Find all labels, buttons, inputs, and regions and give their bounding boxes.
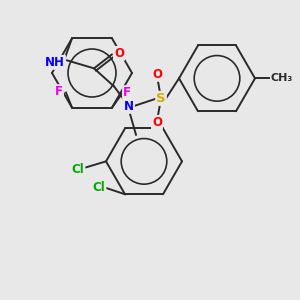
Text: F: F	[123, 86, 131, 99]
Text: NH: NH	[45, 56, 65, 69]
Text: S: S	[156, 92, 166, 105]
Text: O: O	[152, 116, 162, 129]
Text: N: N	[124, 100, 134, 113]
Text: CH₃: CH₃	[271, 74, 293, 83]
Text: Cl: Cl	[72, 163, 84, 176]
Text: O: O	[152, 68, 162, 81]
Text: O: O	[114, 47, 124, 60]
Text: Cl: Cl	[93, 181, 105, 194]
Text: F: F	[55, 85, 63, 98]
